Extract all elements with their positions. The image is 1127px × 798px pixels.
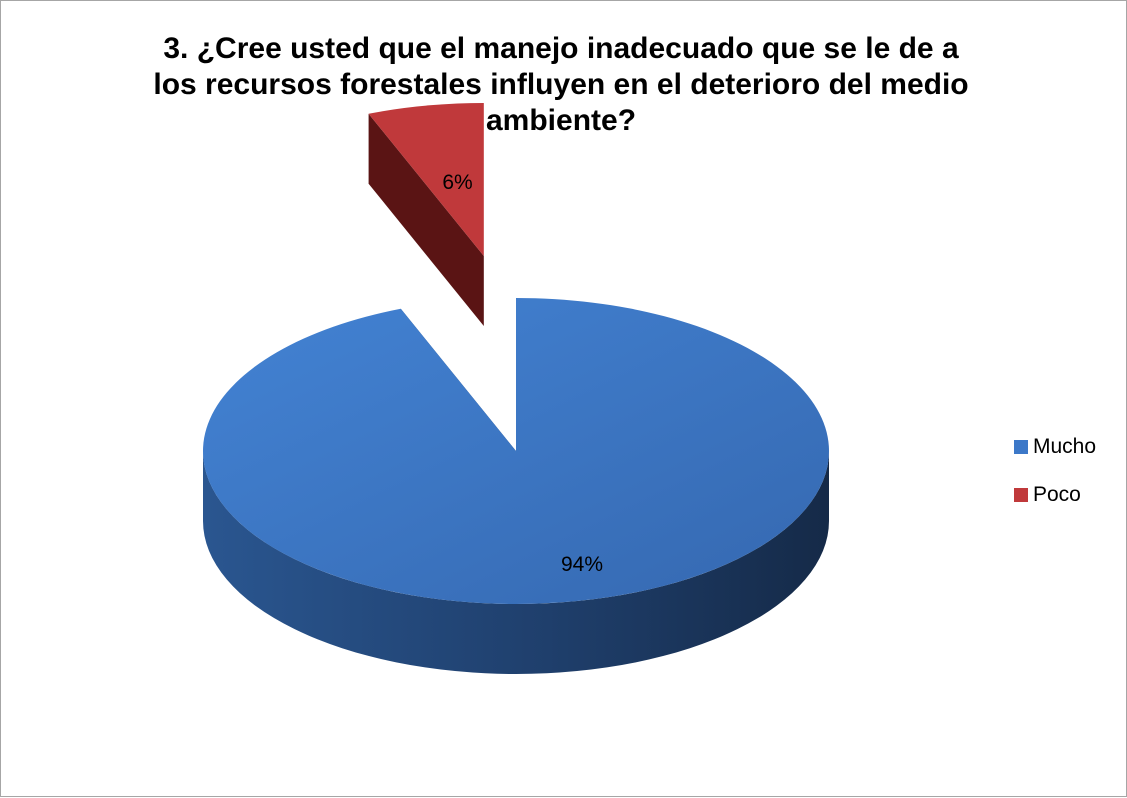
pie-slice-mucho [202,298,829,604]
legend-swatch-mucho [1014,440,1028,454]
pie-label-poco: 6% [442,171,472,194]
legend-label-mucho: Mucho [1033,435,1097,458]
pie-slice-mucho-side [203,451,829,674]
legend-label-poco: Poco [1033,483,1081,506]
legend: Mucho Poco [1014,434,1096,530]
pie-slice-poco-side [368,113,484,326]
pie-slice-poco [368,103,484,256]
pie-label-mucho: 94% [561,553,603,576]
legend-item-mucho: Mucho [1014,434,1096,460]
legend-swatch-poco [1014,488,1028,502]
chart-title: 3. ¿Cree usted que el manejo inadecuado … [153,32,969,137]
legend-item-poco: Poco [1014,482,1096,508]
